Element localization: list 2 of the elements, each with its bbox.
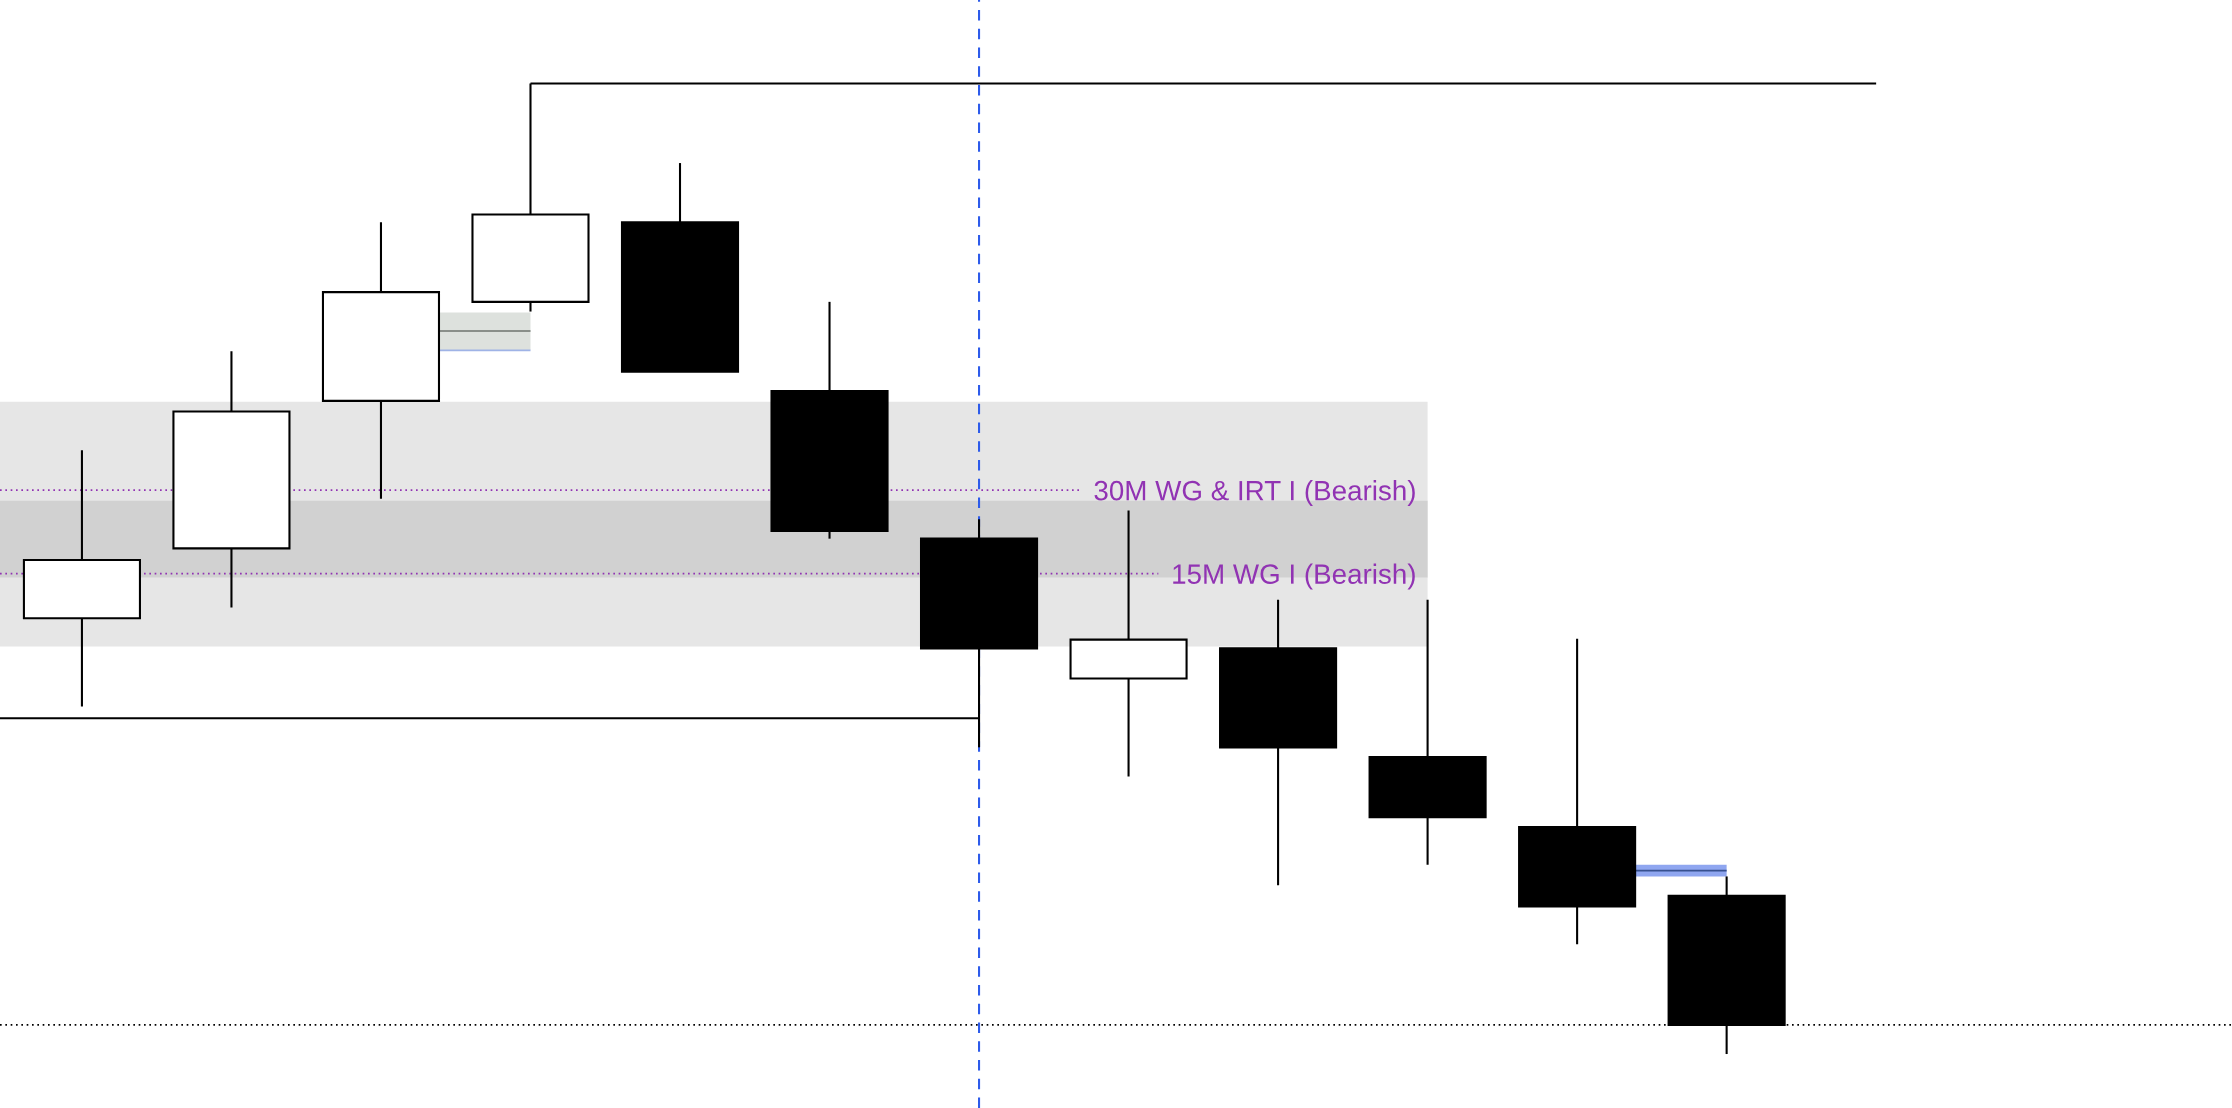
- ref-line-label: 15M WG I (Bearish): [1173, 563, 1415, 590]
- ref-line-label: 30M WG & IRT I (Bearish): [1094, 480, 1415, 506]
